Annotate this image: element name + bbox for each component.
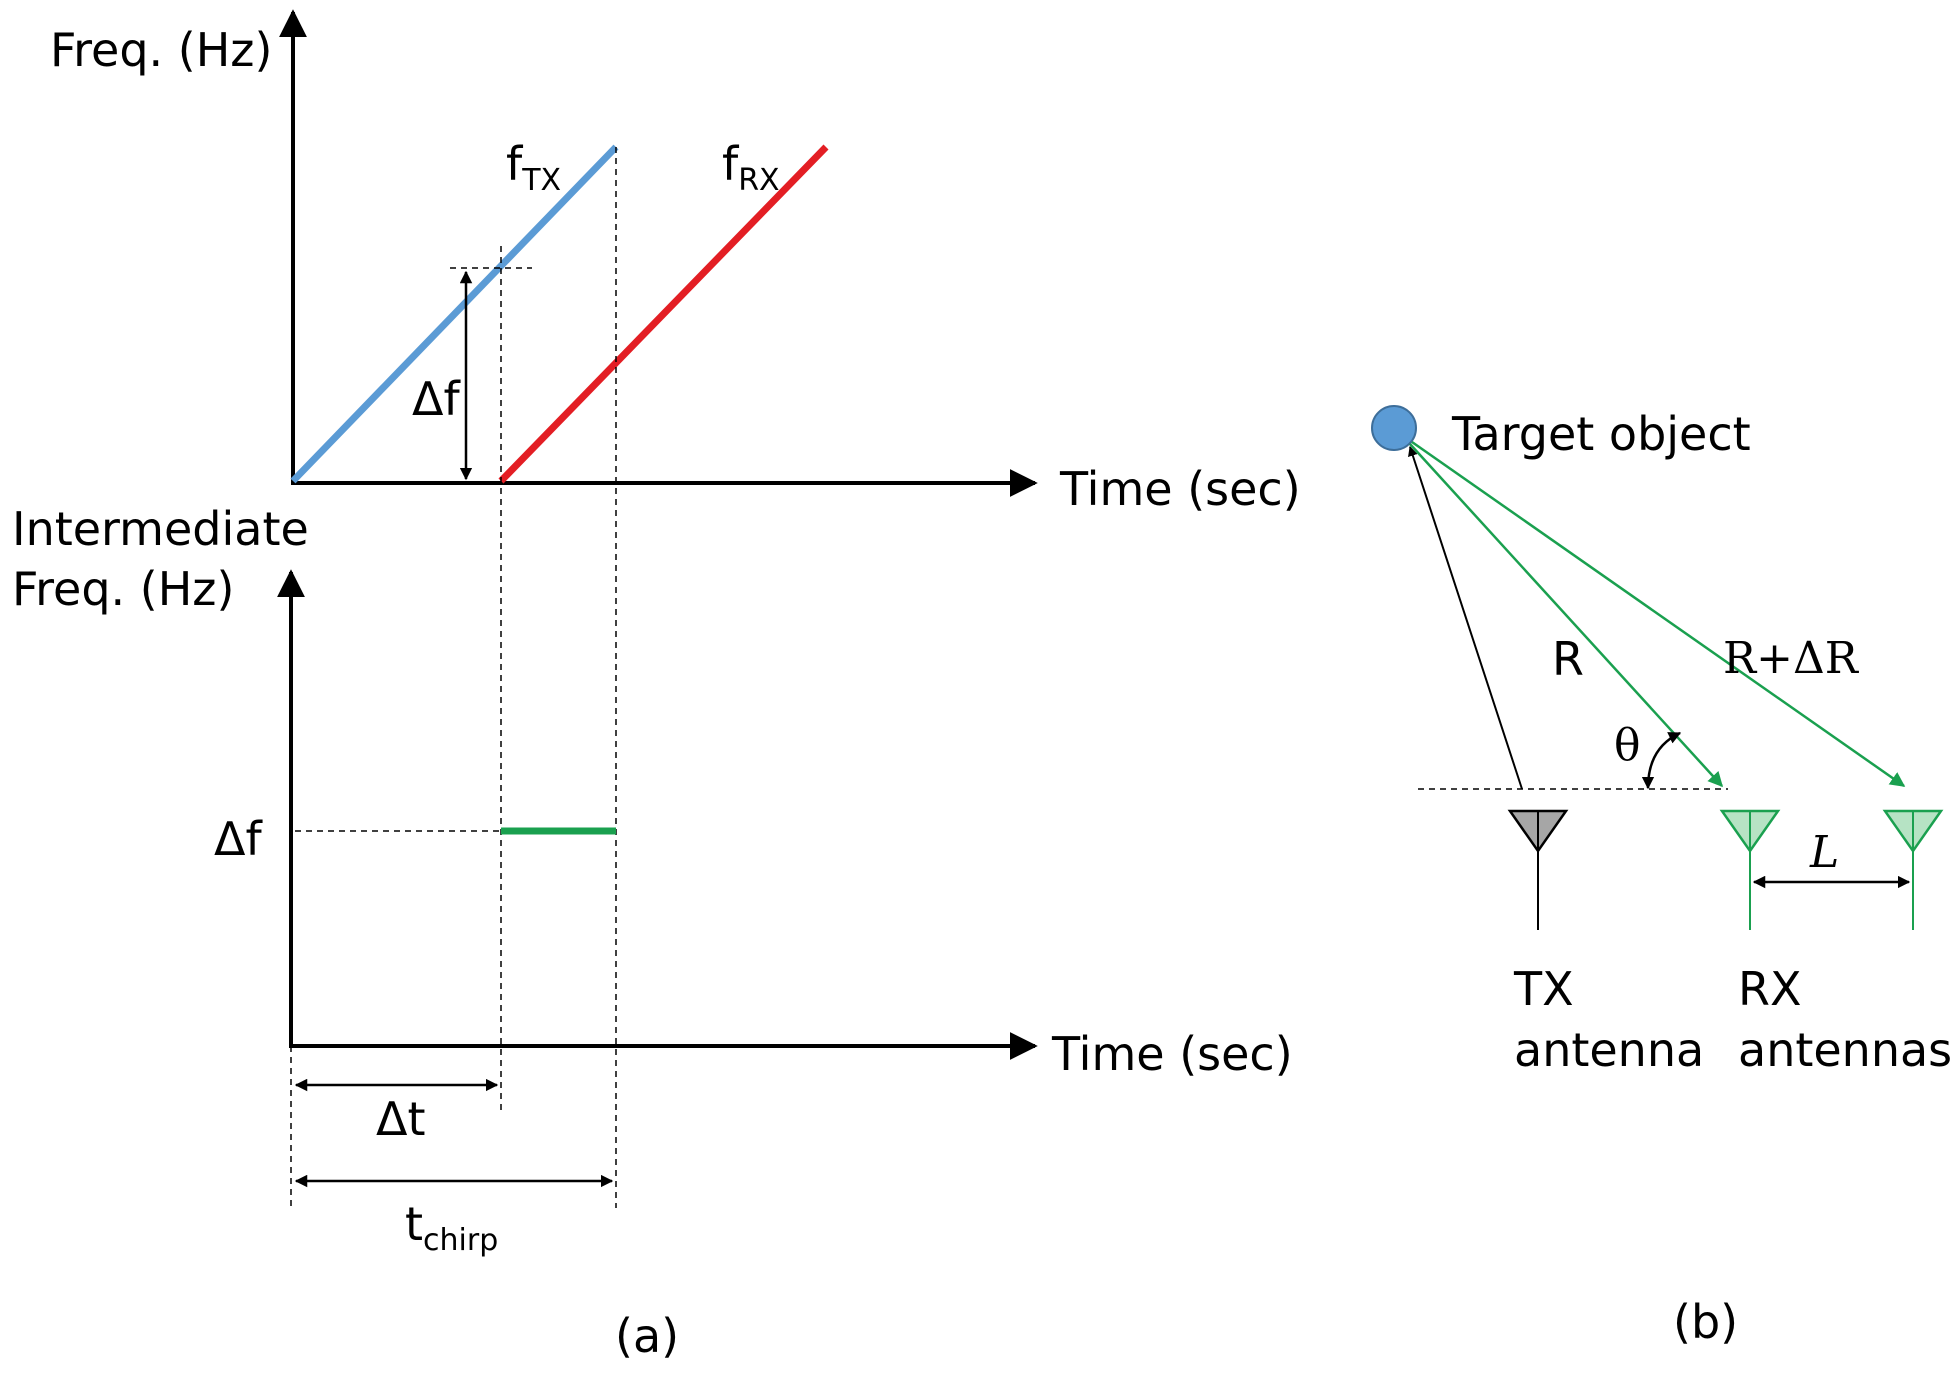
- panel-a-caption: (a): [615, 1309, 679, 1363]
- bottom-y-axis-label-line1: Intermediate: [12, 502, 309, 556]
- target-object-icon: [1371, 405, 1417, 451]
- r-delta-label: R+ΔR: [1723, 633, 1860, 684]
- top-y-axis-label: Freq. (Hz): [50, 23, 272, 77]
- rx-path-r: [1409, 443, 1724, 788]
- panel-b: Target object R R+ΔR θ TX antenna L RX a…: [1371, 405, 1952, 1349]
- tx-antenna-label-line2: antenna: [1514, 1023, 1704, 1077]
- panel-a: Freq. (Hz) Time (sec) fTX fRX Δf Interme…: [12, 9, 1301, 1363]
- frx-label: fRX: [722, 137, 780, 198]
- r-label: R: [1552, 632, 1584, 686]
- delta-t-label: Δt: [376, 1092, 426, 1146]
- tx-antenna-label-line1: TX: [1513, 962, 1574, 1016]
- l-label: L: [1809, 827, 1839, 878]
- rx-path-r-delta: [1411, 440, 1906, 788]
- tx-chirp-line: [290, 144, 619, 484]
- bottom-x-axis-label: Time (sec): [1051, 1027, 1293, 1081]
- target-object-label: Target object: [1451, 407, 1751, 461]
- rx-antennas-label-line1: RX: [1738, 962, 1801, 1016]
- rx-antennas-label-line2: antennas: [1738, 1023, 1952, 1077]
- panel-b-caption: (b): [1673, 1295, 1738, 1349]
- rx-chirp-line: [498, 144, 829, 484]
- bottom-y-axis-label-line2: Freq. (Hz): [12, 562, 234, 616]
- theta-label: θ: [1614, 720, 1641, 771]
- delta-f-top-label: Δf: [412, 372, 461, 426]
- tchirp-label: tchirp: [405, 1197, 498, 1258]
- theta-arc: [1641, 731, 1682, 790]
- tx-path-line: [1408, 446, 1523, 790]
- delta-f-bottom-label: Δf: [214, 812, 263, 866]
- ftx-label: fTX: [506, 137, 561, 198]
- top-x-axis-label: Time (sec): [1059, 462, 1301, 516]
